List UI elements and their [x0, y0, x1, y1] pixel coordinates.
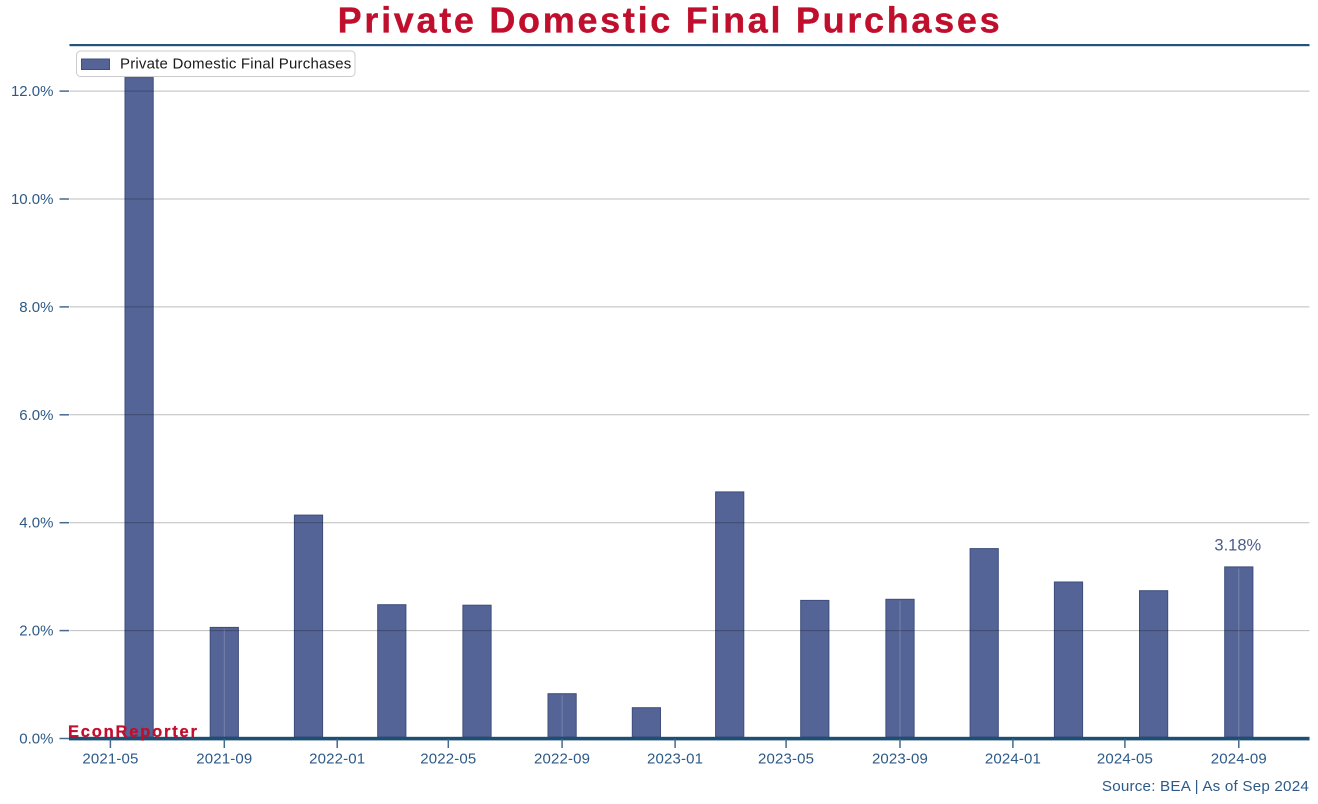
- svg-text:2024-05: 2024-05: [1097, 751, 1153, 768]
- svg-text:2022-09: 2022-09: [534, 751, 590, 768]
- svg-text:4.0%: 4.0%: [19, 515, 53, 532]
- svg-text:8.0%: 8.0%: [19, 299, 53, 316]
- svg-text:2023-05: 2023-05: [758, 751, 814, 768]
- svg-text:12.0%: 12.0%: [11, 83, 54, 100]
- svg-text:EconReporter: EconReporter: [68, 723, 199, 741]
- svg-text:2023-09: 2023-09: [872, 751, 928, 768]
- svg-text:2021-09: 2021-09: [196, 751, 252, 768]
- svg-text:2022-05: 2022-05: [420, 751, 476, 768]
- svg-text:2.0%: 2.0%: [19, 623, 53, 640]
- svg-text:10.0%: 10.0%: [11, 191, 54, 208]
- svg-text:Private Domestic Final Purchas: Private Domestic Final Purchases: [338, 0, 1003, 41]
- svg-text:Private Domestic Final Purchas: Private Domestic Final Purchases: [120, 56, 351, 73]
- svg-text:2024-01: 2024-01: [985, 751, 1041, 768]
- svg-text:0.0%: 0.0%: [19, 731, 53, 748]
- svg-text:2023-01: 2023-01: [647, 751, 703, 768]
- svg-text:Source: BEA | As of Sep 2024: Source: BEA | As of Sep 2024: [1102, 778, 1309, 795]
- svg-text:2022-01: 2022-01: [309, 751, 365, 768]
- svg-text:2024-09: 2024-09: [1211, 751, 1267, 768]
- svg-text:6.0%: 6.0%: [19, 407, 53, 424]
- svg-text:3.18%: 3.18%: [1214, 537, 1261, 555]
- svg-text:2021-05: 2021-05: [82, 751, 138, 768]
